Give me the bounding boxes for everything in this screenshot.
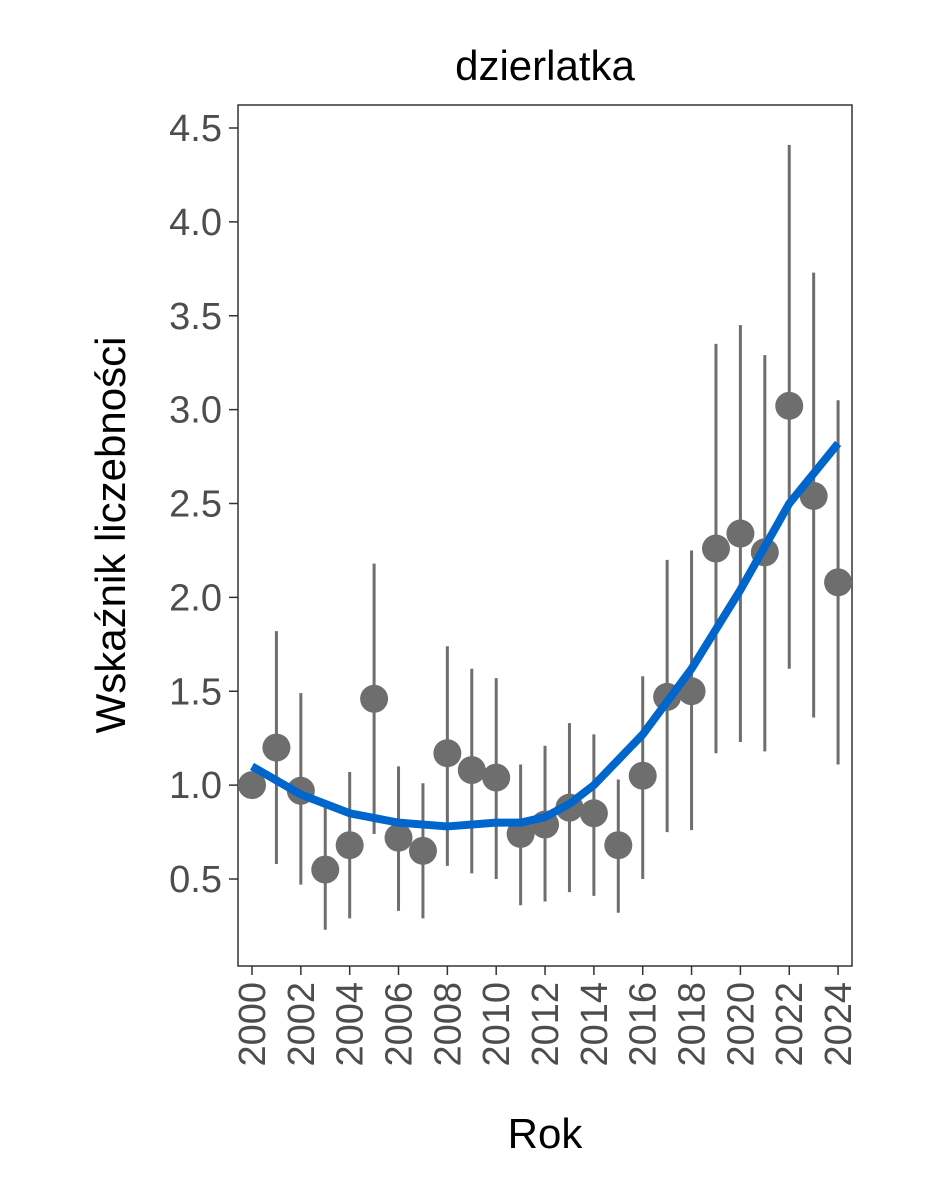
data-point xyxy=(360,684,389,713)
x-tick-label: 2018 xyxy=(672,982,714,1067)
y-tick-label: 4.5 xyxy=(169,108,222,150)
x-tick-label: 2008 xyxy=(427,982,469,1067)
data-point xyxy=(238,771,266,800)
data-point xyxy=(433,739,462,768)
data-point xyxy=(628,761,657,790)
data-point xyxy=(457,756,486,785)
data-point xyxy=(482,763,511,792)
data-point xyxy=(799,481,828,510)
x-tick-label: 2012 xyxy=(525,982,567,1067)
data-point xyxy=(384,823,413,852)
y-tick-label: 3.0 xyxy=(169,390,222,432)
y-tick-label: 3.5 xyxy=(169,296,222,338)
x-tick-label: 2010 xyxy=(476,982,518,1067)
data-point xyxy=(775,391,804,420)
data-point xyxy=(335,831,364,860)
data-point xyxy=(311,855,340,884)
y-tick-label: 0.5 xyxy=(169,859,222,901)
data-point xyxy=(604,831,633,860)
data-point xyxy=(579,799,608,828)
trend-line xyxy=(250,440,842,831)
data-point xyxy=(262,733,291,762)
y-tick-label: 2.5 xyxy=(169,484,222,526)
y-tick-label: 2.0 xyxy=(169,577,222,619)
data-point xyxy=(726,519,755,548)
x-axis-label: Rok xyxy=(508,1110,584,1157)
y-tick-label: 4.0 xyxy=(169,202,222,244)
x-tick-label: 2000 xyxy=(232,982,274,1067)
x-tick-label: 2016 xyxy=(623,982,665,1067)
y-axis: 0.5 1.0 1.5 2.0 2.5 3.0 3.5 4.0 4.5 xyxy=(169,108,238,901)
data-point xyxy=(506,819,535,848)
y-tick-label: 1.0 xyxy=(169,765,222,807)
x-tick-label: 2004 xyxy=(330,982,372,1067)
x-tick-label: 2020 xyxy=(720,982,762,1067)
x-tick-label: 2002 xyxy=(281,982,323,1067)
chart-title: dzierlatka xyxy=(455,42,635,89)
x-tick-label: 2014 xyxy=(574,982,616,1067)
data-point xyxy=(824,568,853,597)
x-tick-label: 2006 xyxy=(379,982,421,1067)
x-axis: 2000 2002 2004 2006 2008 2010 2012 2014 2016 2018… xyxy=(232,966,860,1067)
data-point xyxy=(408,836,437,865)
y-tick-label: 1.5 xyxy=(169,671,222,713)
y-axis-label: Wskaźnik liczebności xyxy=(87,337,134,734)
data-point xyxy=(701,534,730,563)
x-tick-label: 2022 xyxy=(769,982,811,1067)
x-tick-label: 2024 xyxy=(818,982,860,1067)
